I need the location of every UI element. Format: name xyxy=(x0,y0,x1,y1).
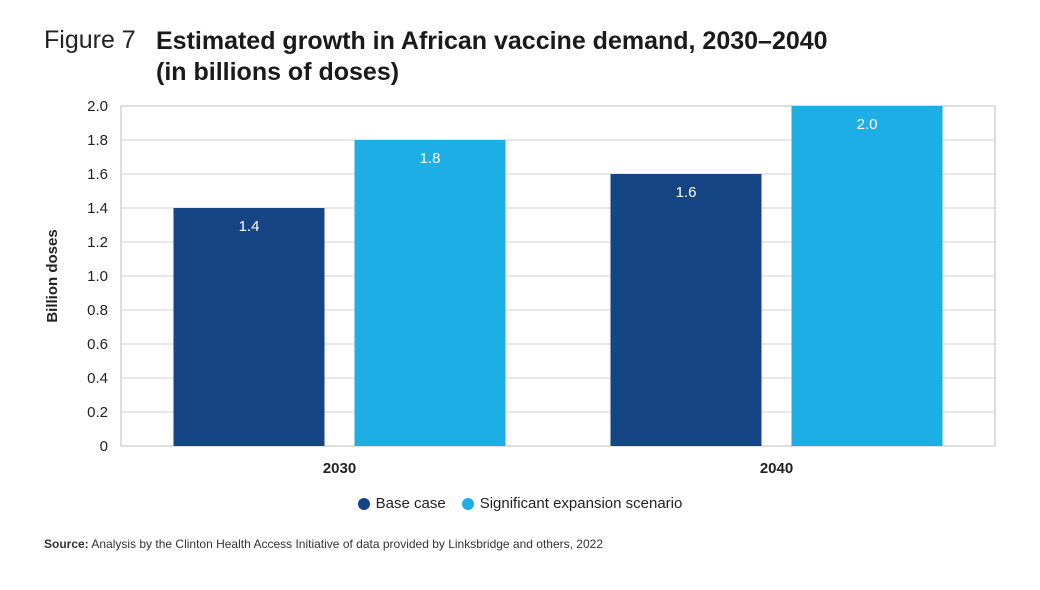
data-label: 1.4 xyxy=(239,218,260,235)
y-axis-label: Billion doses xyxy=(44,229,61,322)
plot-area-border xyxy=(120,105,996,447)
bar-expansion-2040 xyxy=(791,106,943,446)
data-label: 1.8 xyxy=(420,150,441,167)
y-tick-label: 0.6 xyxy=(87,336,108,353)
y-tick-label: 1.4 xyxy=(87,200,108,217)
y-tick-label: 0.4 xyxy=(87,370,108,387)
y-tick-label: 1.0 xyxy=(87,268,108,285)
y-tick-label: 2.0 xyxy=(87,98,108,115)
legend-label-expansion: Significant expansion scenario xyxy=(479,495,683,512)
y-tick-label: 1.2 xyxy=(87,234,108,251)
data-label: 2.0 xyxy=(857,116,878,133)
source-label: Source: xyxy=(44,537,89,551)
bar-expansion-2030 xyxy=(354,140,506,446)
y-tick-label: 1.6 xyxy=(87,166,108,183)
y-tick-label: 0.2 xyxy=(87,404,108,421)
legend-swatch-expansion xyxy=(461,497,474,510)
figure-label: Figure 7 xyxy=(44,26,136,54)
y-tick-label: 1.8 xyxy=(87,132,108,149)
x-tick-label: 2030 xyxy=(323,460,356,477)
data-label: 1.6 xyxy=(676,184,697,201)
chart-title-line1: Estimated growth in African vaccine dema… xyxy=(156,27,828,55)
source-note: Source: Analysis by the Clinton Health A… xyxy=(44,537,603,551)
legend-item-expansion: Significant expansion scenario xyxy=(461,495,683,512)
legend: Base case Significant expansion scenario xyxy=(0,495,1040,512)
y-tick-label: 0 xyxy=(100,438,108,455)
bar-base-2040 xyxy=(610,174,762,446)
bar-base-2030 xyxy=(173,208,325,446)
source-text: Analysis by the Clinton Health Access In… xyxy=(91,537,603,551)
chart-title: Estimated growth in African vaccine dema… xyxy=(156,26,828,88)
legend-label-base: Base case xyxy=(375,495,446,512)
y-tick-label: 0.8 xyxy=(87,302,108,319)
legend-swatch-base xyxy=(357,497,370,510)
chart-title-line2: (in billions of doses) xyxy=(156,58,400,86)
legend-item-base: Base case xyxy=(357,495,446,512)
x-tick-label: 2040 xyxy=(760,460,793,477)
